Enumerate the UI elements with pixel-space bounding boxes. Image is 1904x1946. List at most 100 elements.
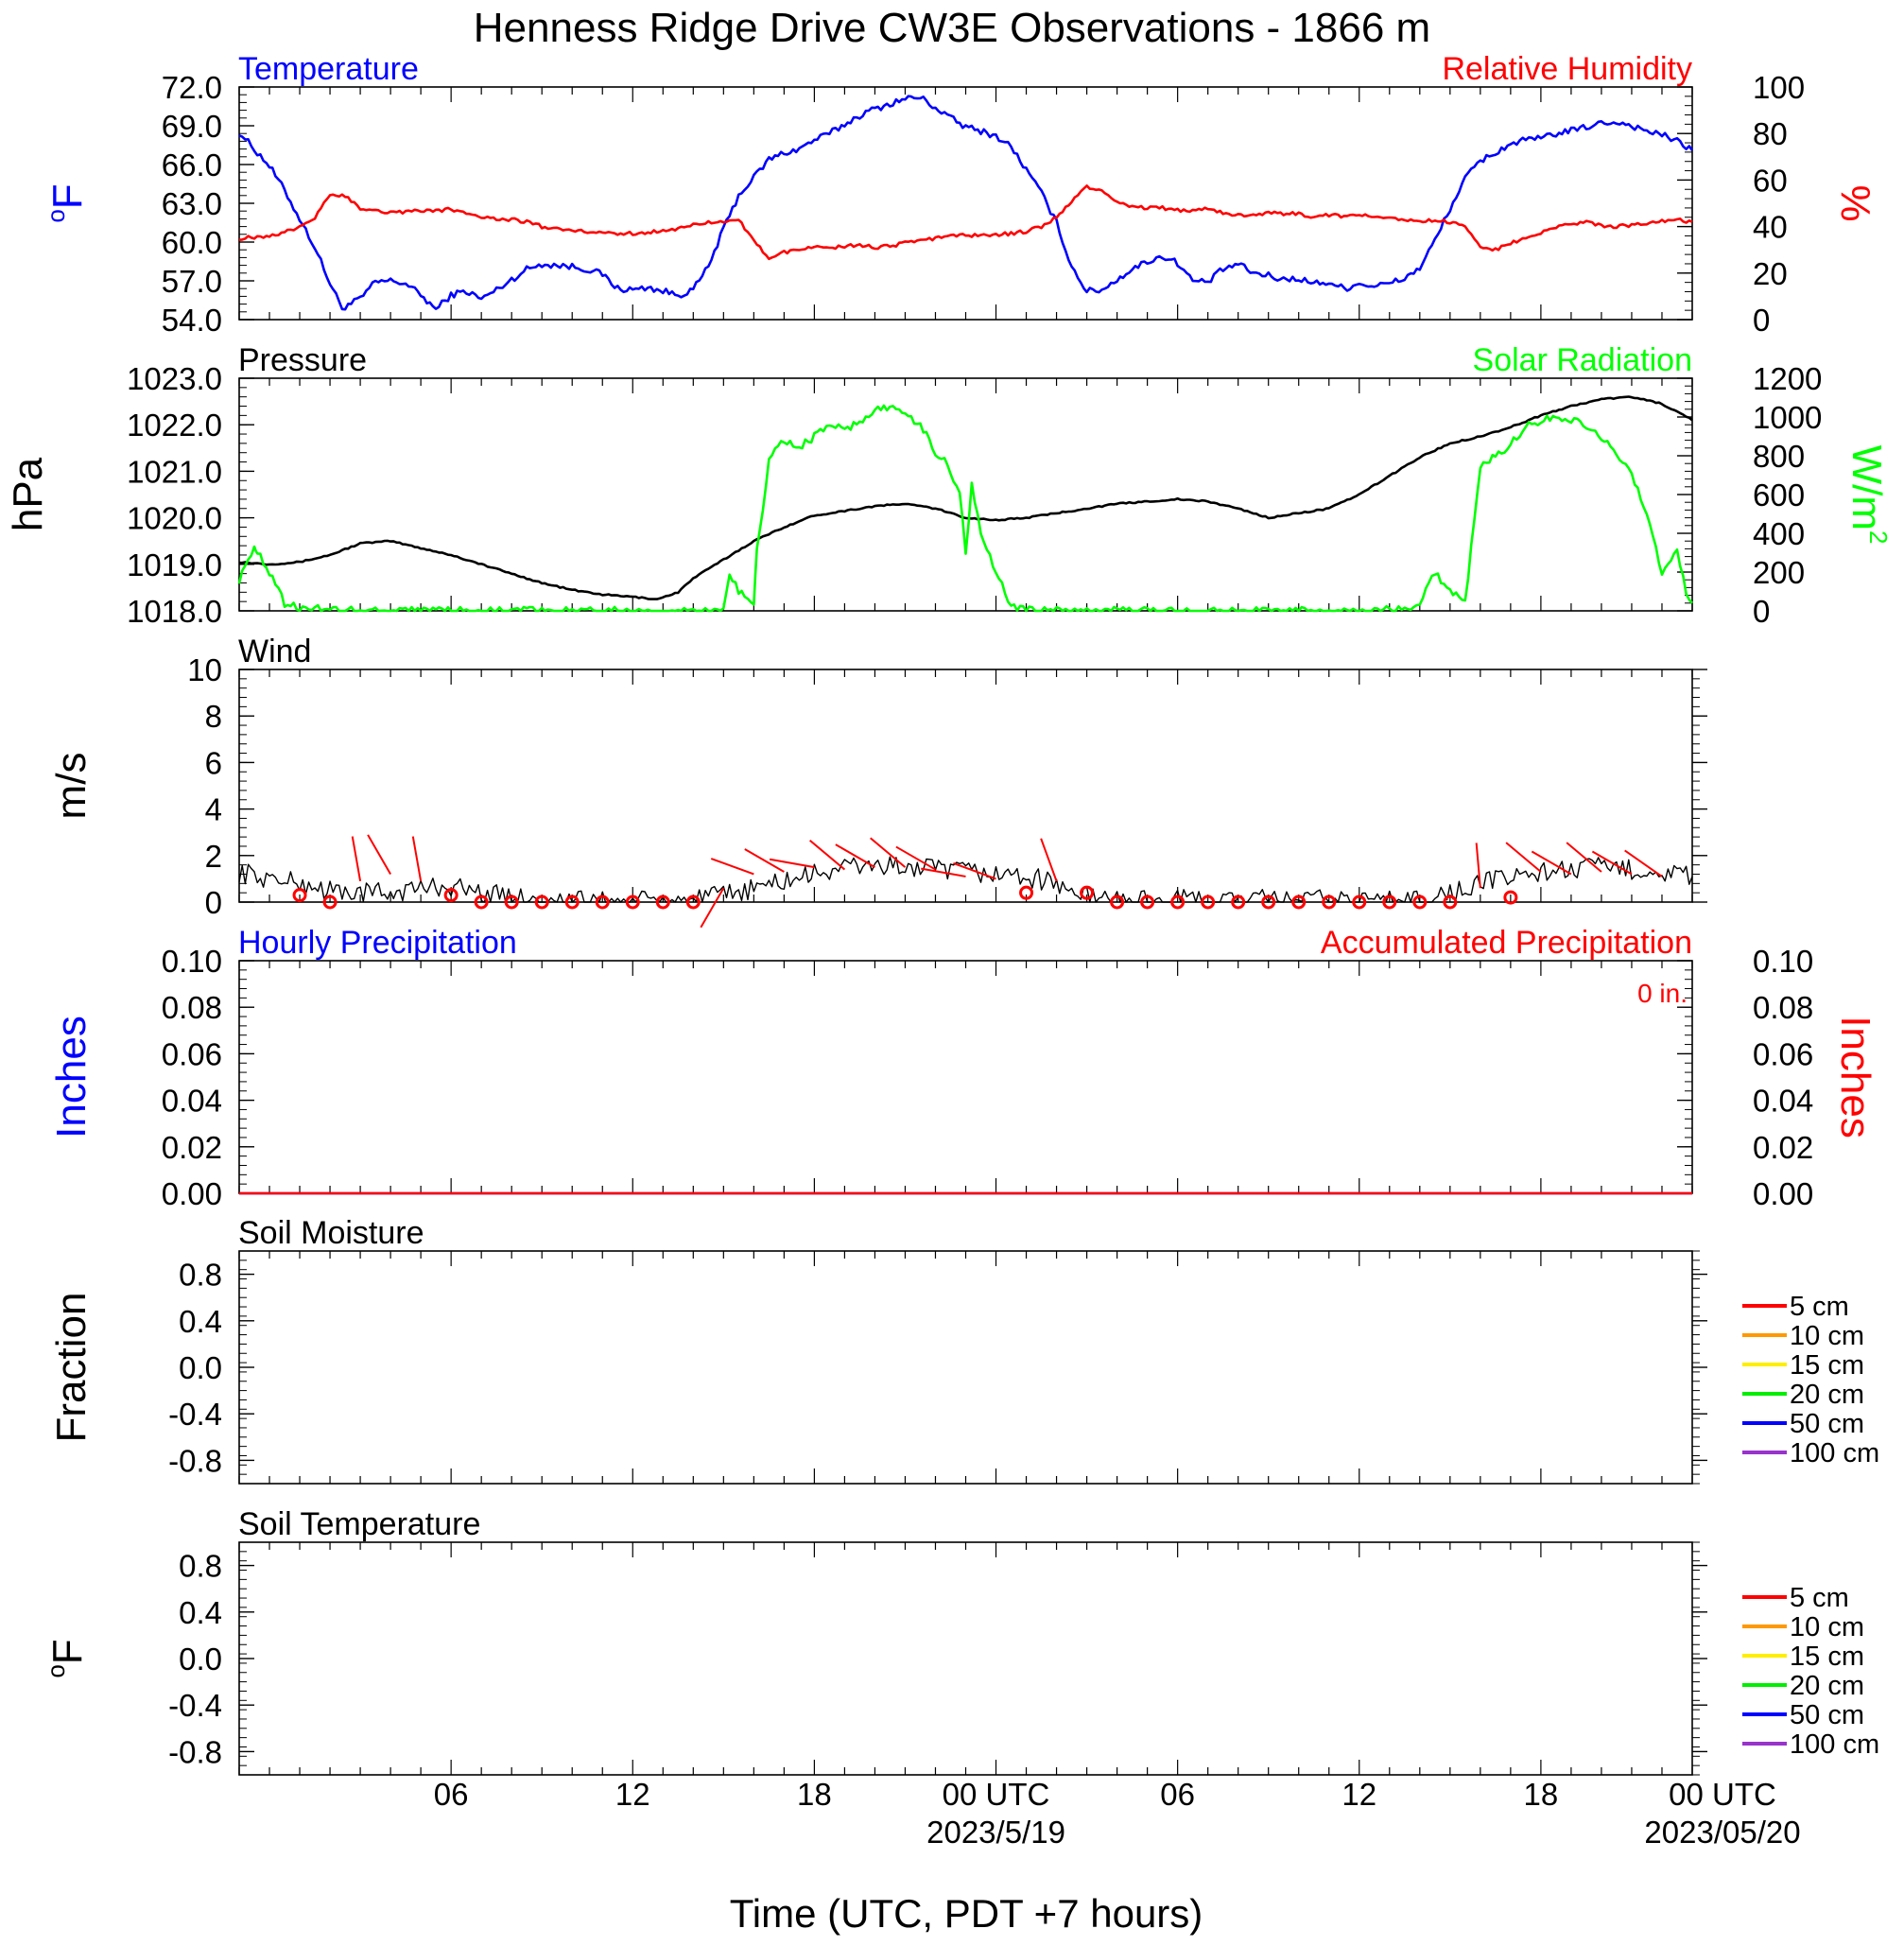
panel-frame: [238, 1250, 1693, 1485]
y-tick-label: 0.8: [179, 1258, 222, 1293]
y-tick-label: 0.08: [162, 990, 222, 1025]
panel-title-left: Soil Temperature: [238, 1506, 480, 1542]
y-axis-label-right: %: [1832, 184, 1878, 221]
y-axis-label-left: oF: [42, 1639, 91, 1677]
y-tick-label: 0: [1753, 594, 1770, 629]
x-date-label: 2023/05/20: [1644, 1815, 1800, 1850]
y-tick-label: 0.02: [1753, 1130, 1813, 1165]
legend-label: 15 cm: [1790, 1642, 1864, 1672]
legend-label: 5 cm: [1790, 1292, 1849, 1322]
panel-wind: 0 2 4 6 8 10 Wind m/s: [48, 634, 1707, 929]
wind-barb: [351, 836, 362, 882]
x-tick-label: 12: [615, 1777, 650, 1812]
wind-calm-marker: [1201, 895, 1216, 910]
wind-calm-marker: [1110, 895, 1125, 910]
y-tick-label: 0: [205, 885, 222, 920]
wind-barb: [809, 839, 846, 871]
y-axis-label-right: Inches: [1832, 1016, 1878, 1138]
y-tick-label: -0.8: [168, 1734, 222, 1769]
panel-title-left: Pressure: [238, 342, 367, 378]
y-tick-label: 0.00: [162, 1176, 222, 1211]
wind-calm-marker: [443, 888, 459, 903]
y-tick-label: 0.00: [1753, 1176, 1813, 1211]
series-line-relative-humidity: [238, 184, 1693, 261]
wind-barb: [870, 837, 907, 868]
wind-barb: [1475, 843, 1481, 889]
y-tick-label: 10: [187, 652, 222, 687]
wind-barb: [1040, 838, 1058, 882]
wind-calm-marker: [534, 895, 549, 910]
wind-calm-marker: [1261, 895, 1276, 910]
panel-temp_rh: 54.0 57.0 60.0 63.0 66.0 69.0 72.0 0 20 40 60 80 100…: [42, 51, 1878, 338]
y-tick-label: 100: [1753, 70, 1805, 105]
y-tick-label: -0.8: [168, 1443, 222, 1478]
panel-frame: [238, 377, 1693, 612]
legend-label: 50 cm: [1790, 1700, 1864, 1730]
legend-label: 20 cm: [1790, 1671, 1864, 1701]
y-axis-label-left: m/s: [48, 753, 95, 820]
y-tick-label: 69.0: [162, 109, 222, 144]
panel-annotation: 0 in.: [1637, 979, 1688, 1008]
y-tick-label: 54.0: [162, 303, 222, 338]
panel-soil_moisture: -0.8 -0.4 0.0 0.4 0.8 Soil Moisture Fraction 5 …: [48, 1215, 1879, 1485]
y-tick-label: 4: [205, 792, 222, 827]
legend-label: 10 cm: [1790, 1321, 1864, 1351]
wind-barb: [835, 843, 875, 868]
legend-label: 15 cm: [1790, 1350, 1864, 1381]
y-tick-label: 80: [1753, 116, 1788, 151]
y-tick-label: 63.0: [162, 186, 222, 221]
panel-title-left: Wind: [238, 634, 311, 669]
y-tick-label: 0.04: [1753, 1084, 1813, 1119]
wind-barb: [895, 845, 936, 871]
y-tick-label: 0.4: [179, 1304, 222, 1339]
legend-label: 20 cm: [1790, 1380, 1864, 1410]
x-tick-label: 18: [797, 1777, 832, 1812]
wind-barb: [1531, 850, 1572, 876]
wind-calm-marker: [474, 895, 489, 910]
y-tick-label: 0.10: [162, 944, 222, 979]
wind-calm-marker: [625, 895, 640, 910]
wind-calm-marker: [1140, 895, 1155, 910]
wind-calm-marker: [1322, 895, 1337, 910]
x-tick-label: 06: [1160, 1777, 1195, 1812]
y-tick-label: 800: [1753, 439, 1805, 474]
wind-calm-marker: [1291, 895, 1307, 910]
chart-title: Henness Ridge Drive CW3E Observations - …: [474, 5, 1430, 51]
y-tick-label: 400: [1753, 516, 1805, 551]
y-tick-label: 0.06: [1753, 1036, 1813, 1071]
y-tick-label: 1023.0: [127, 361, 222, 396]
panel-precip: 0.00 0.02 0.04 0.06 0.08 0.10 0.00 0.02 0.04 0.06…: [48, 925, 1878, 1211]
wind-barb: [367, 834, 391, 875]
panel-pressure_solar: 1018.0 1019.0 1020.0 1021.0 1022.0 1023.0 0 200…: [5, 342, 1893, 629]
y-tick-label: 0: [1753, 303, 1770, 338]
y-tick-label: 1020.0: [127, 501, 222, 536]
y-tick-label: 0.08: [1753, 990, 1813, 1025]
y-axis-label-left: Fraction: [48, 1293, 95, 1443]
x-date-label: 2023/5/19: [926, 1815, 1065, 1850]
y-tick-label: 600: [1753, 478, 1805, 513]
series-line-solar-radiation: [237, 404, 1693, 613]
panel-title-right: Relative Humidity: [1442, 51, 1692, 87]
wind-calm-marker: [655, 895, 670, 910]
y-tick-label: 0.4: [179, 1595, 222, 1630]
y-tick-label: 60.0: [162, 225, 222, 260]
y-tick-label: 0.06: [162, 1036, 222, 1071]
wind-calm-marker: [595, 895, 610, 910]
x-tick-label: 00 UTC: [943, 1777, 1050, 1812]
y-tick-label: 40: [1753, 210, 1788, 245]
legend-label: 100 cm: [1790, 1438, 1879, 1468]
wind-barb: [953, 862, 996, 880]
wind-calm-marker: [1503, 890, 1518, 905]
panel-title-right: Solar Radiation: [1473, 342, 1692, 378]
legend-label: 50 cm: [1790, 1409, 1864, 1439]
y-tick-label: 66.0: [162, 148, 222, 182]
y-axis-label-left: hPa: [5, 457, 51, 531]
wind-calm-marker: [1231, 895, 1246, 910]
wind-barb: [1624, 849, 1663, 877]
y-tick-label: 1018.0: [127, 594, 222, 629]
wind-barb: [744, 848, 785, 873]
panel-title-right: Accumulated Precipitation: [1321, 925, 1692, 961]
panel-title-left: Soil Moisture: [238, 1215, 424, 1251]
